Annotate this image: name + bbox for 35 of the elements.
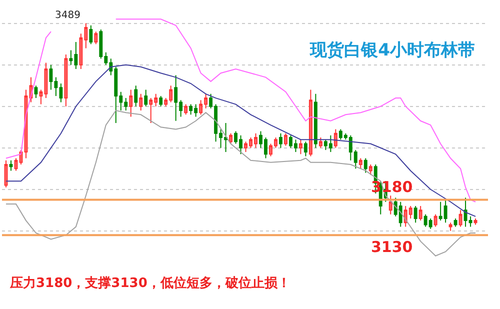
- candlestick: [388, 195, 392, 215]
- candlestick: [184, 104, 188, 116]
- candlestick: [414, 206, 418, 224]
- text: 现货白银4小时布林带: [309, 40, 475, 60]
- candlestick: [314, 93, 318, 148]
- candlestick: [89, 24, 93, 45]
- candlestick: [418, 206, 422, 222]
- candlestick: [144, 89, 148, 107]
- candlestick: [94, 31, 98, 45]
- text: 3130: [371, 238, 413, 256]
- candlestick: [229, 132, 232, 144]
- candlestick: [64, 54, 68, 107]
- candlestick: [334, 128, 338, 148]
- candlestick: [364, 158, 368, 174]
- text: 压力3180，支撑3130，低位短多，破位止损！: [9, 276, 290, 291]
- candlestick: [298, 139, 302, 155]
- candlestick: [358, 158, 362, 170]
- candlestick: [458, 210, 462, 228]
- candlestick: [9, 160, 13, 172]
- candlestick: [308, 89, 312, 157]
- candlestick: [368, 164, 372, 176]
- candlestick: [134, 85, 138, 107]
- candlestick: [284, 132, 288, 146]
- candlestick: [454, 218, 458, 228]
- candlestick: [278, 132, 282, 148]
- candlestick: [318, 137, 322, 148]
- candlestick: [34, 85, 38, 99]
- candlestick: [159, 95, 163, 107]
- candlestick: [139, 93, 143, 112]
- candlestick: [448, 222, 452, 232]
- text: 3489: [55, 10, 80, 21]
- candlestick: [434, 214, 438, 228]
- candlestick: [474, 218, 478, 226]
- candlestick: [304, 141, 308, 157]
- candlestick: [129, 89, 133, 118]
